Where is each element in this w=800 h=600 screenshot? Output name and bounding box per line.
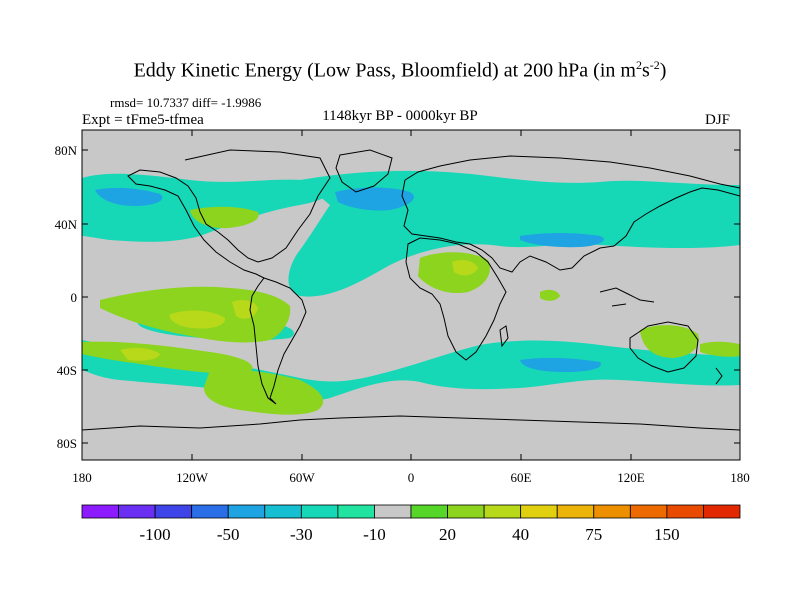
colorbar-swatch [264,504,302,519]
colorbar-swatch [593,504,631,519]
colorbar-swatch [483,504,522,519]
lon-label: 180 [72,470,92,485]
colorbar-swatch [337,504,375,519]
positive-band-north-pacific [190,206,259,229]
positive-band-south-atlantic [204,369,324,415]
colorbar-swatch [556,504,595,519]
experiment-label: Expt = tFme5-tfmea [82,112,204,128]
colorbar-label: 75 [585,525,602,544]
colorbar [81,504,741,519]
colorbar-swatch [154,504,193,519]
coastline-maritime-continent [599,287,655,307]
colorbar-label: 40 [512,525,529,544]
coastline-africa [405,237,507,361]
colorbar-swatch [629,504,668,519]
lat-label: 0 [71,290,78,305]
colorbar-label: -100 [140,525,171,544]
positive-core-south-pacific [169,310,226,329]
season-label: DJF [705,112,731,128]
positive-core-southern-ocean [120,347,160,361]
colorbar-labels: -100 -50 -30 -10 20 40 75 150 [140,525,680,544]
lon-label: 0 [408,470,415,485]
negative-core-north-atlantic [335,187,414,211]
positive-band-australia [640,325,699,358]
colorbar-swatch [81,504,119,519]
map-title: Eddy Kinetic Energy (Low Pass, Bloomfiel… [133,58,667,82]
lon-label: 60W [289,470,315,485]
latitude-labels: 80N 40N 0 40S 80S [55,143,78,451]
axis-ticks [81,130,741,460]
colorbar-swatch [227,504,266,519]
coastline-madagascar [499,325,509,348]
lat-label: 80N [55,143,78,158]
colorbar-swatch [118,504,156,519]
negative-core-eurasia [520,233,604,248]
colorbar-swatch [666,504,704,519]
colorbar-swatch [703,504,741,519]
stats-line: rmsd= 10.7337 diff= -1.9986 [110,95,262,110]
colorbar-label: 150 [654,525,680,544]
colorbar-swatch [410,504,448,519]
lon-label: 180 [730,470,750,485]
colorbar-swatch [191,504,229,519]
lon-label: 120E [617,470,645,485]
lat-label: 40S [57,363,77,378]
colorbar-label: -50 [217,525,240,544]
positive-band-south-pacific-east [700,341,740,357]
longitude-labels: 180 120W 60W 0 60E 120E 180 [72,470,750,485]
negative-core-southern [520,357,601,372]
negative-core-north-pacific [95,187,163,206]
colorbar-swatch [447,504,485,519]
period-label: 1148kyr BP - 0000kyr BP [322,108,478,124]
field-shading [82,130,740,460]
coastline-greenland [335,149,393,193]
colorbar-swatch [374,504,412,519]
colorbar-label: 20 [439,525,456,544]
coastline-new-zealand [715,367,723,385]
lon-label: 120W [176,470,209,485]
colorbar-label: -30 [290,525,313,544]
colorbar-swatch [520,504,558,519]
lat-label: 80S [57,436,77,451]
coastline-antarctica [82,415,740,431]
lat-label: 40N [55,217,78,232]
coastline-south-america [249,277,307,405]
positive-band-indian-ocean [540,289,560,301]
coastline-australia [629,321,699,373]
positive-core-africa [452,260,478,276]
lon-label: 60E [511,470,532,485]
coastline-eurasia [401,155,740,273]
coastlines [82,149,740,431]
colorbar-swatch [300,504,339,519]
colorbar-label: -10 [363,525,386,544]
coastline-north-america [127,149,331,279]
